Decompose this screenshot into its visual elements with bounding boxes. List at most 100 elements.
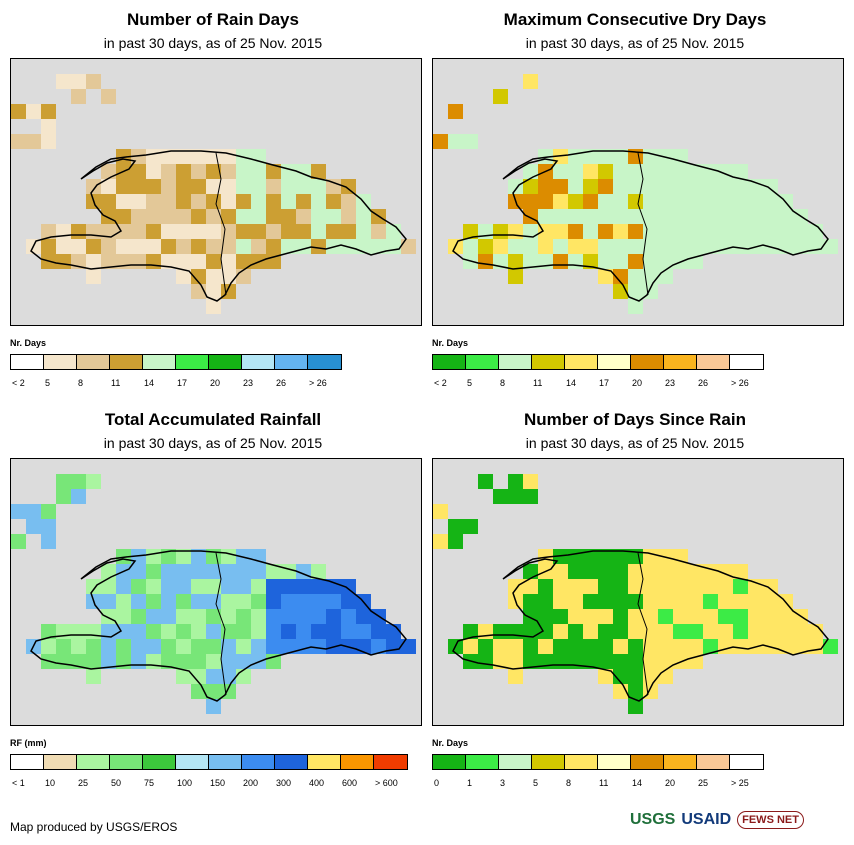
legend-label: > 26 — [731, 378, 749, 388]
grid-cell — [206, 269, 221, 284]
legend-label: 300 — [276, 778, 292, 788]
grid-cell — [673, 624, 688, 639]
grid-cell — [658, 624, 673, 639]
grid-cell — [281, 194, 296, 209]
grid-cell — [688, 609, 703, 624]
grid-cell — [131, 254, 146, 269]
grid-cell — [161, 194, 176, 209]
grid-cell — [793, 639, 808, 654]
grid-cell — [583, 179, 598, 194]
legend-label: 14 — [144, 378, 155, 388]
grid-cell — [553, 254, 568, 269]
grid-cell — [703, 609, 718, 624]
grid-cell — [568, 164, 583, 179]
legend-swatch — [466, 755, 499, 769]
grid-cell — [191, 254, 206, 269]
legend-swatch — [44, 355, 77, 369]
legend-swatch — [77, 755, 110, 769]
grid-cell — [718, 239, 733, 254]
grid-cell — [553, 594, 568, 609]
legend-label: 10 — [45, 778, 56, 788]
grid-cell — [101, 654, 116, 669]
grid-cell — [688, 624, 703, 639]
legend-swatch — [730, 355, 763, 369]
grid-cell — [583, 254, 598, 269]
grid-cell — [463, 519, 478, 534]
grid-cell — [583, 579, 598, 594]
grid-cell — [628, 579, 643, 594]
grid-cell — [116, 239, 131, 254]
grid-cell — [101, 179, 116, 194]
legend-swatch — [565, 755, 598, 769]
legend-label: 5 — [533, 778, 539, 788]
grid-cell — [131, 594, 146, 609]
legend-swatch — [77, 355, 110, 369]
grid-cell — [478, 239, 493, 254]
legend-label: 8 — [500, 378, 506, 388]
grid-cell — [508, 224, 523, 239]
legend-swatch — [631, 755, 664, 769]
legend-swatch — [631, 355, 664, 369]
panel-subtitle: in past 30 days, as of 25 Nov. 2015 — [525, 35, 745, 51]
grid-cell — [598, 549, 613, 564]
map-days-since-rain — [432, 458, 844, 726]
grid-cell — [146, 179, 161, 194]
grid-cell — [236, 224, 251, 239]
grid-cell — [311, 594, 326, 609]
grid-cell — [718, 179, 733, 194]
grid-cell — [161, 639, 176, 654]
grid-cell — [56, 74, 71, 89]
grid-cell — [341, 224, 356, 239]
grid-cell — [101, 579, 116, 594]
grid-cell — [146, 209, 161, 224]
grid-cell — [86, 269, 101, 284]
grid-cell — [221, 624, 236, 639]
grid-cell — [191, 669, 206, 684]
grid-cell — [101, 639, 116, 654]
grid-cell — [523, 564, 538, 579]
grid-cell — [523, 654, 538, 669]
grid-cell — [26, 104, 41, 119]
grid-cell — [433, 534, 448, 549]
map-rain-days — [10, 58, 422, 326]
grid-cell — [146, 579, 161, 594]
grid-cell — [236, 639, 251, 654]
legend-label: 17 — [177, 378, 188, 388]
grid-cell — [703, 239, 718, 254]
grid-cell — [598, 579, 613, 594]
map-canvas — [433, 474, 838, 714]
grid-cell — [311, 579, 326, 594]
grid-cell — [763, 594, 778, 609]
grid-cell — [86, 669, 101, 684]
grid-cell — [161, 254, 176, 269]
grid-cell — [628, 624, 643, 639]
grid-cell — [733, 209, 748, 224]
grid-cell — [386, 239, 401, 254]
grid-cell — [553, 654, 568, 669]
panel-rain-days: Number of Rain Days in past 30 days, as … — [0, 0, 426, 400]
grid-cell — [281, 594, 296, 609]
grid-cell — [56, 254, 71, 269]
legend-label: 14 — [632, 778, 643, 788]
legend-label: 5 — [45, 378, 51, 388]
legend-label: 11 — [111, 378, 121, 388]
grid-cell — [191, 239, 206, 254]
grid-cell — [146, 594, 161, 609]
grid-cell — [86, 179, 101, 194]
grid-cell — [643, 254, 658, 269]
grid-cell — [628, 254, 643, 269]
grid-cell — [508, 654, 523, 669]
grid-cell — [251, 624, 266, 639]
legend-label: 25 — [78, 778, 89, 788]
legend-swatch — [308, 755, 341, 769]
grid-cell — [161, 239, 176, 254]
legend-bar — [432, 354, 764, 370]
grid-cell — [748, 224, 763, 239]
grid-cell — [71, 624, 86, 639]
grid-cell — [523, 224, 538, 239]
panel-subtitle: in past 30 days, as of 25 Nov. 2015 — [525, 435, 745, 451]
grid-cell — [26, 519, 41, 534]
legend-label: 5 — [467, 378, 473, 388]
grid-cell — [146, 624, 161, 639]
grid-cell — [221, 579, 236, 594]
